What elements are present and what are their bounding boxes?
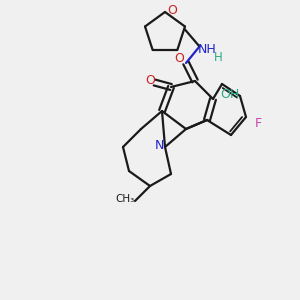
Text: O: O <box>175 52 184 65</box>
Text: H: H <box>214 51 223 64</box>
Text: F: F <box>254 116 262 130</box>
Text: NH: NH <box>198 43 216 56</box>
Text: O: O <box>145 74 155 88</box>
Text: OH: OH <box>220 88 239 101</box>
Text: O: O <box>168 4 177 17</box>
Text: N: N <box>155 139 164 152</box>
Text: CH₃: CH₃ <box>115 194 134 205</box>
